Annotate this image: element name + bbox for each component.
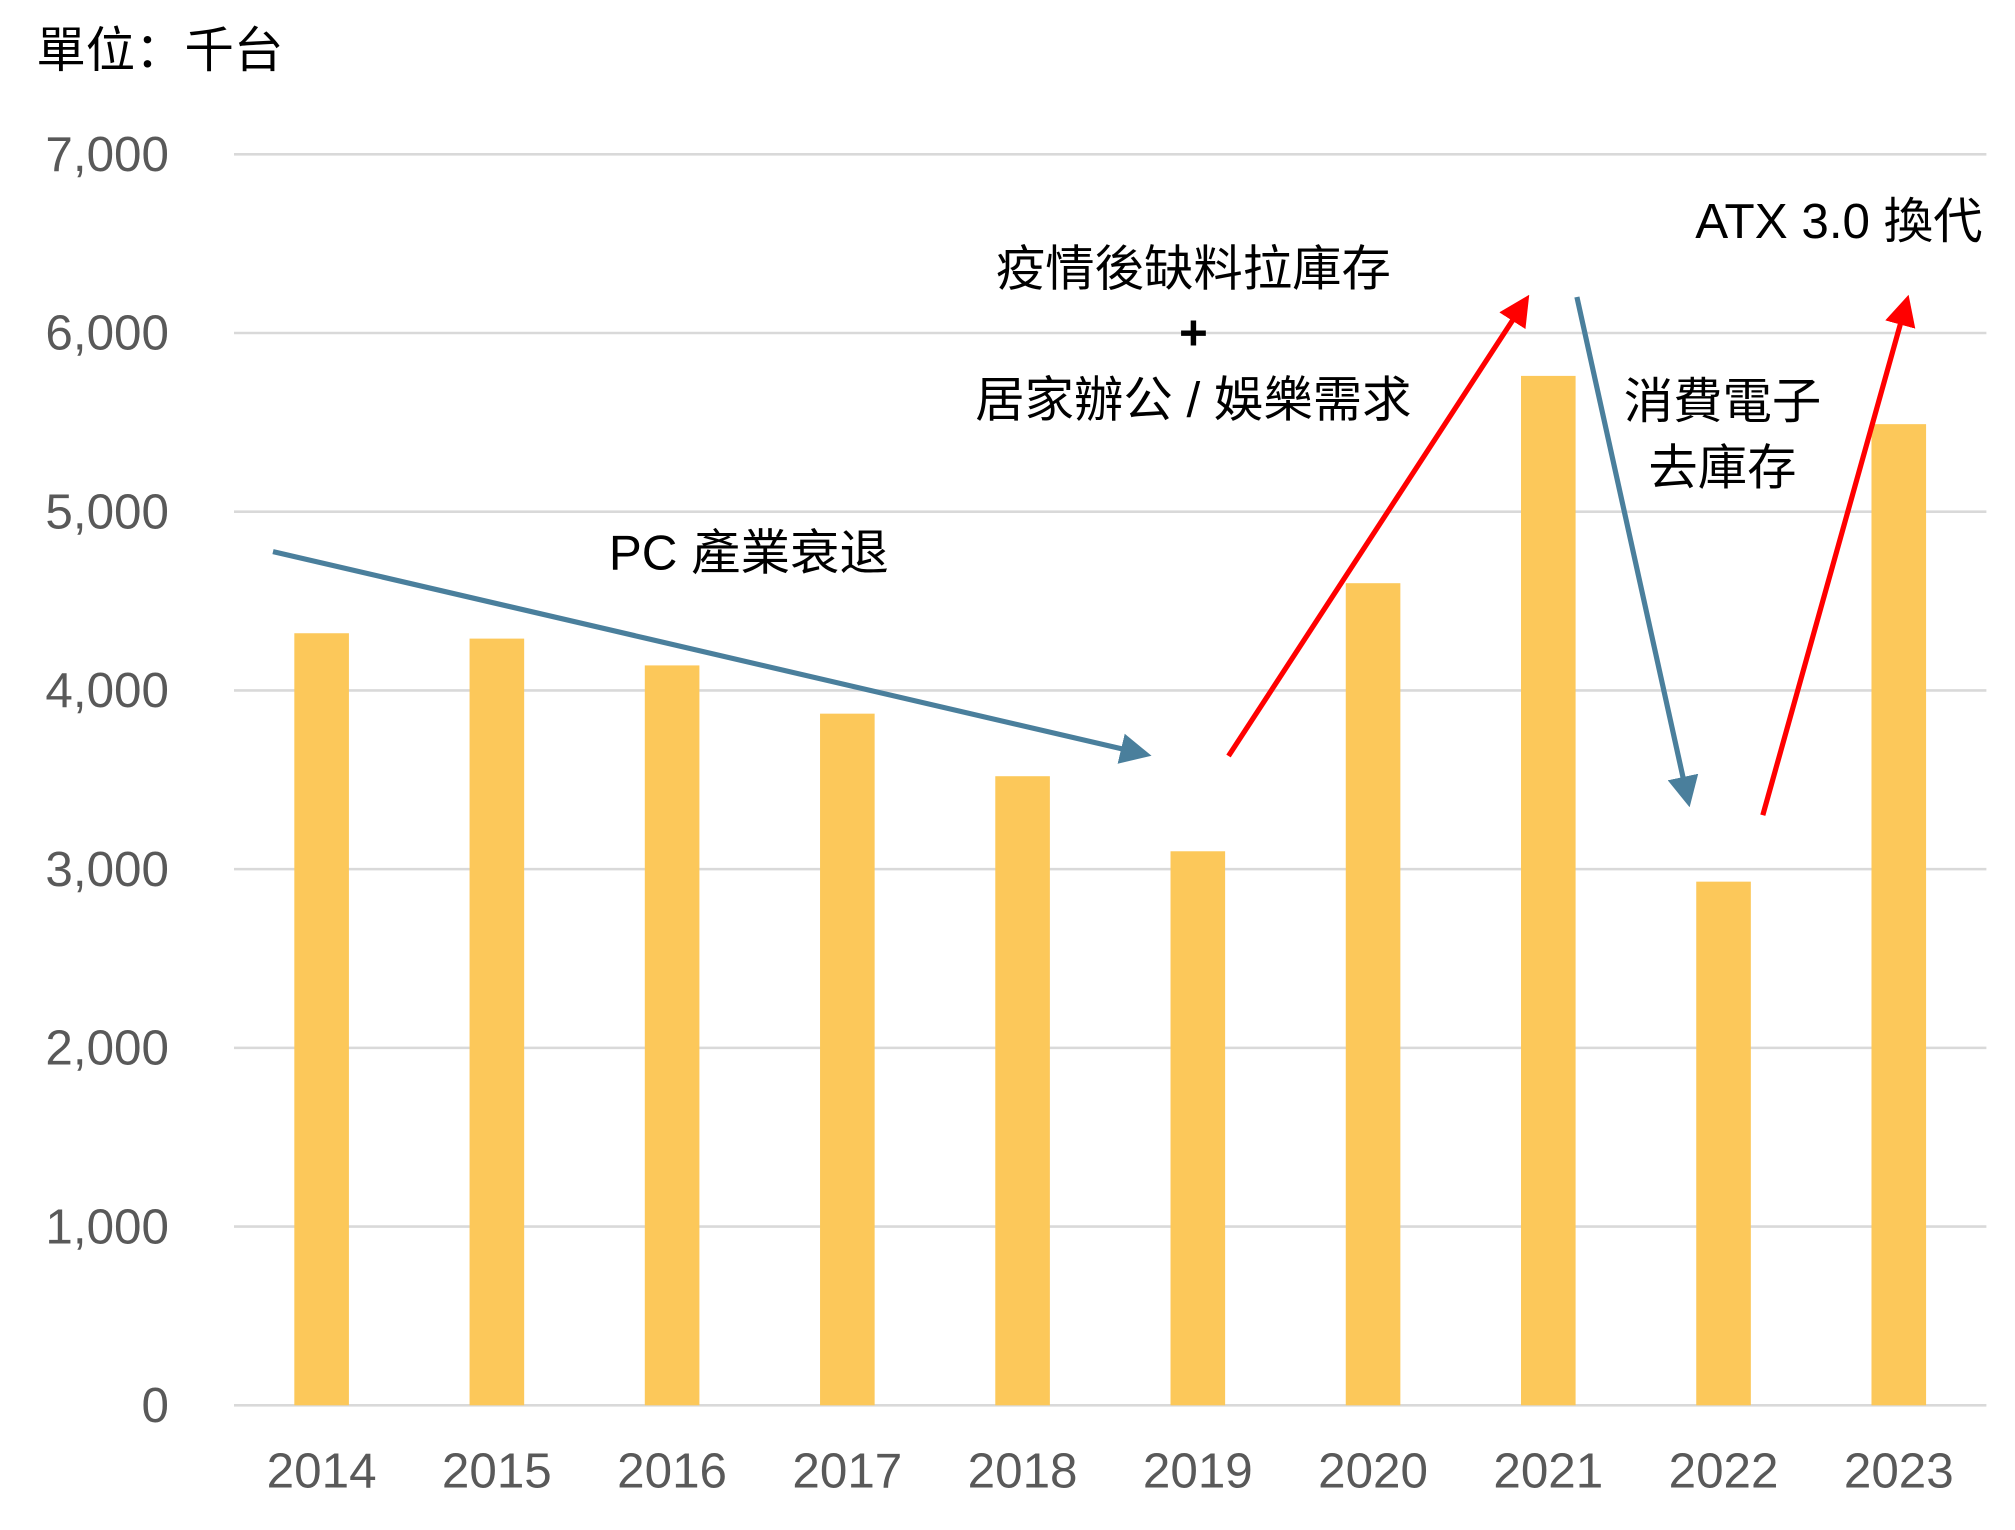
y-tick-label: 5,000 [45,486,169,540]
x-tick-label: 2015 [442,1445,552,1499]
bar-2021 [1521,375,1576,1406]
bar-2020 [1345,583,1401,1406]
y-tick-label: 7,000 [45,128,169,182]
x-tick-label: 2018 [968,1445,1078,1499]
y-tick-label: 1,000 [45,1201,169,1255]
bar-2023 [1871,424,1927,1406]
bar-2017 [820,713,875,1406]
x-tick-label: 2020 [1318,1445,1428,1499]
annotation-destock-line1: 消費電子 [1624,375,1822,429]
y-tick-label: 4,000 [45,664,169,718]
arrow-surge [1226,294,1530,758]
arrow-atx [1760,294,1916,816]
bar-2018 [995,776,1050,1406]
unit-label: 單位：千台 [36,24,283,78]
bar-2016 [644,665,700,1406]
x-tick-label: 2014 [267,1445,377,1499]
annotation-atx: ATX 3.0 換代 [1695,195,1982,249]
x-tick-label: 2017 [792,1445,902,1499]
annotation-surge-plus: + [1179,307,1208,361]
bar-2014 [294,633,349,1406]
bar-2022 [1696,881,1751,1406]
x-tick-label: 2021 [1493,1445,1603,1499]
annotation-surge-line1: 疫情後缺料拉庫存 [996,243,1391,297]
x-tick-label: 2016 [617,1445,727,1499]
y-tick-label: 2,000 [45,1022,169,1076]
annotation-destock-line2: 去庫存 [1648,442,1796,496]
x-tick-label: 2019 [1143,1445,1253,1499]
bar-2015 [469,638,525,1406]
y-tick-label: 0 [142,1379,169,1433]
annotation-decline: PC 產業衰退 [609,527,889,581]
y-tick-label: 6,000 [45,307,169,361]
x-tick-label: 2022 [1669,1445,1779,1499]
bar-2019 [1170,851,1226,1406]
arrow-destock [1574,296,1699,808]
y-tick-label: 3,000 [45,843,169,897]
arrow-decline [272,549,1152,764]
x-tick-label: 2023 [1844,1445,1954,1499]
annotation-surge-line2: 居家辦公 / 娛樂需求 [975,374,1411,428]
